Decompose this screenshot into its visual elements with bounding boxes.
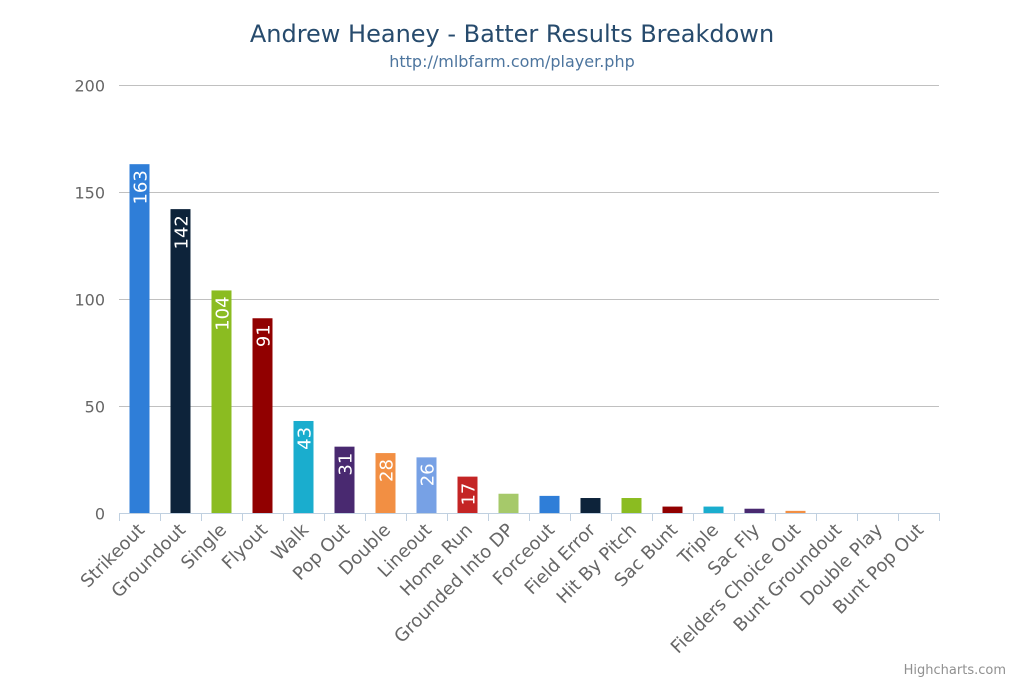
bar[interactable] xyxy=(252,318,273,513)
y-tick-label: 150 xyxy=(74,184,105,203)
bar[interactable] xyxy=(539,495,560,513)
bar[interactable] xyxy=(580,498,601,513)
bar-data-label: 91 xyxy=(254,324,275,347)
bar[interactable] xyxy=(375,453,396,513)
bar[interactable] xyxy=(170,209,191,513)
bar[interactable] xyxy=(498,493,519,513)
bars: 163 142 104 91 43 31 28 26 17 xyxy=(129,164,806,513)
bar[interactable] xyxy=(129,164,150,513)
bar-data-label: 26 xyxy=(418,463,439,486)
chart-title: Andrew Heaney - Batter Results Breakdown xyxy=(250,20,774,48)
bar-data-label: 104 xyxy=(213,296,234,330)
bar-data-label: 142 xyxy=(172,215,193,249)
bar-data-label: 17 xyxy=(459,483,480,506)
bar-data-label: 163 xyxy=(131,170,152,204)
bar[interactable] xyxy=(703,506,724,513)
bar[interactable] xyxy=(416,457,437,513)
bar[interactable] xyxy=(293,420,314,513)
bar[interactable] xyxy=(744,508,765,513)
y-axis-ticks: 0 50 100 150 200 xyxy=(74,77,105,524)
bar[interactable] xyxy=(334,446,355,513)
bar[interactable] xyxy=(662,506,683,513)
bar[interactable] xyxy=(621,498,642,513)
chart-subtitle[interactable]: http://mlbfarm.com/player.php xyxy=(389,52,635,71)
bar[interactable] xyxy=(211,290,232,513)
bar-data-label: 43 xyxy=(295,427,316,450)
bar-data-label: 31 xyxy=(336,453,357,476)
y-tick-label: 0 xyxy=(95,505,105,524)
y-tick-label: 200 xyxy=(74,77,105,96)
credits-link[interactable]: Highcharts.com xyxy=(904,663,1006,678)
bar[interactable] xyxy=(785,510,806,513)
bar[interactable] xyxy=(457,476,478,513)
y-tick-label: 50 xyxy=(85,398,105,417)
x-tick-label: Flyout xyxy=(218,520,272,574)
x-tick-label: Single xyxy=(177,520,231,574)
y-tick-label: 100 xyxy=(74,291,105,310)
bar-data-label: 28 xyxy=(377,459,398,482)
gridlines xyxy=(119,85,940,521)
